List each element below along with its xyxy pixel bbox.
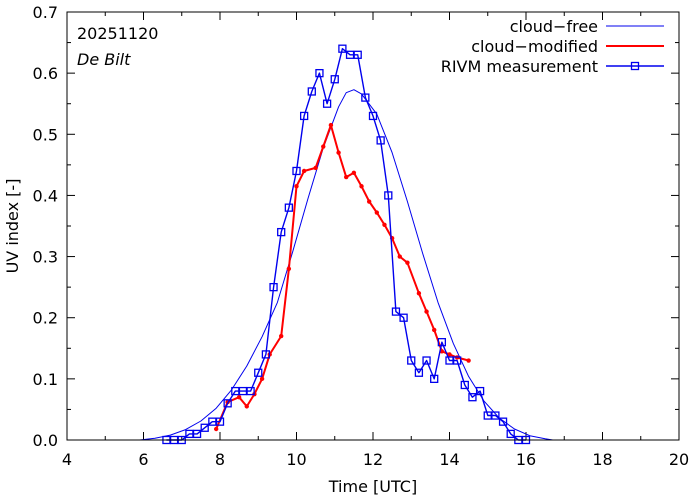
x-tick-label: 12 [363, 450, 383, 469]
x-tick-label: 18 [592, 450, 612, 469]
cloud-modified-point [351, 170, 357, 176]
cloud-modified-point [466, 358, 471, 363]
measurement-point [391, 307, 401, 316]
measurement-point [192, 429, 202, 439]
measurement-point [330, 75, 339, 84]
x-tick-label: 4 [62, 450, 72, 469]
legend-marker [630, 61, 640, 71]
legend-label: cloud−free [510, 17, 598, 36]
measurement-point [246, 386, 255, 396]
measurement-point [269, 282, 278, 292]
plot-frame [66, 11, 680, 441]
measurement-point [215, 417, 225, 426]
measurement-point [475, 386, 485, 396]
measurement-point [361, 93, 370, 102]
cloud-modified-point [344, 174, 349, 180]
x-tick-label: 8 [215, 450, 225, 469]
tick-labels: 4 6 8 10 12 14 16 18 20 0.0 0.1 0.2 0.3 0.4 0.5 0.6 0.7 [33, 3, 690, 469]
cloud-modified-point [279, 333, 284, 339]
cloud-modified-point [244, 404, 249, 409]
x-tick-label: 20 [669, 450, 689, 469]
y-tick-label: 0.4 [33, 186, 58, 205]
measurement-point [422, 356, 431, 365]
location-annotation: De Bilt [77, 50, 131, 69]
y-tick-label: 0.2 [33, 309, 58, 328]
cloud-modified-point [359, 184, 364, 189]
cloud-modified-point [328, 122, 334, 128]
measurement-point [452, 356, 462, 365]
measurement-point [223, 399, 232, 408]
cloud-modified-point [321, 144, 326, 149]
x-tick-label: 10 [286, 450, 306, 469]
measurement-point [376, 136, 385, 145]
measurement-point [277, 227, 286, 237]
y-tick-label: 0.3 [33, 248, 58, 267]
measurement-point [368, 111, 378, 121]
x-axis-label: Time [UTC] [328, 477, 417, 496]
y-axis-label: UV index [-] [3, 179, 22, 274]
cloud-modified-point [432, 327, 437, 333]
measurement-point [491, 411, 500, 420]
measurement-point [414, 368, 424, 377]
measurement-point [384, 191, 393, 200]
y-tick-label: 0.7 [33, 3, 58, 22]
measurement-point [506, 429, 515, 439]
y-tick-label: 0.1 [33, 370, 58, 389]
cloud-modified-point [374, 210, 380, 215]
measurement-point [185, 429, 194, 439]
measurement-point [299, 111, 309, 121]
measurement-point [460, 380, 469, 390]
cloud-modified-point [236, 395, 242, 400]
measurement-point [338, 44, 347, 53]
series-line-0 [139, 89, 553, 441]
cloud-modified-point [313, 165, 318, 171]
measurement-point [399, 313, 408, 322]
legend-label: cloud−modified [471, 37, 598, 56]
measurement-point [437, 338, 447, 347]
x-tick-label: 6 [138, 450, 148, 469]
measurement-point [254, 368, 263, 377]
cloud-modified-point [397, 254, 402, 259]
measurement-point [407, 356, 416, 365]
y-tick-label: 0.0 [33, 431, 58, 450]
measurement-point [322, 99, 332, 108]
cloud-modified-point [366, 199, 372, 204]
measurement-point [468, 393, 477, 402]
cloud-modified-point [336, 150, 341, 155]
measurement-point [261, 350, 271, 359]
date-annotation: 20251120 [77, 24, 158, 43]
measurement-point [353, 50, 362, 59]
cloud-modified-point [294, 184, 299, 189]
measurement-point [345, 50, 355, 59]
x-tick-label: 16 [516, 450, 536, 469]
y-tick-label: 0.5 [33, 125, 58, 144]
cloud-modified-point [301, 168, 307, 174]
cloud-modified-point [424, 309, 429, 314]
cloud-modified-point [416, 291, 422, 296]
measurement-point [238, 386, 248, 396]
cloud-modified-point [405, 260, 410, 265]
cloud-modified-point [286, 266, 292, 271]
measurement-point [292, 166, 301, 176]
measurement-point [498, 417, 508, 426]
y-tick-label: 0.6 [33, 64, 58, 83]
measurement-point [200, 423, 209, 432]
x-tick-label: 14 [439, 450, 459, 469]
cloud-modified-point [447, 352, 452, 357]
cloud-modified-point [259, 376, 265, 382]
measurement-point [315, 68, 324, 78]
cloud-modified-point [382, 222, 387, 227]
measurement-point [284, 203, 294, 212]
legend-label: RIVM measurement [441, 57, 598, 76]
cloud-modified-point [213, 426, 219, 432]
measurement-point [430, 374, 439, 384]
measurement-point [307, 87, 316, 96]
